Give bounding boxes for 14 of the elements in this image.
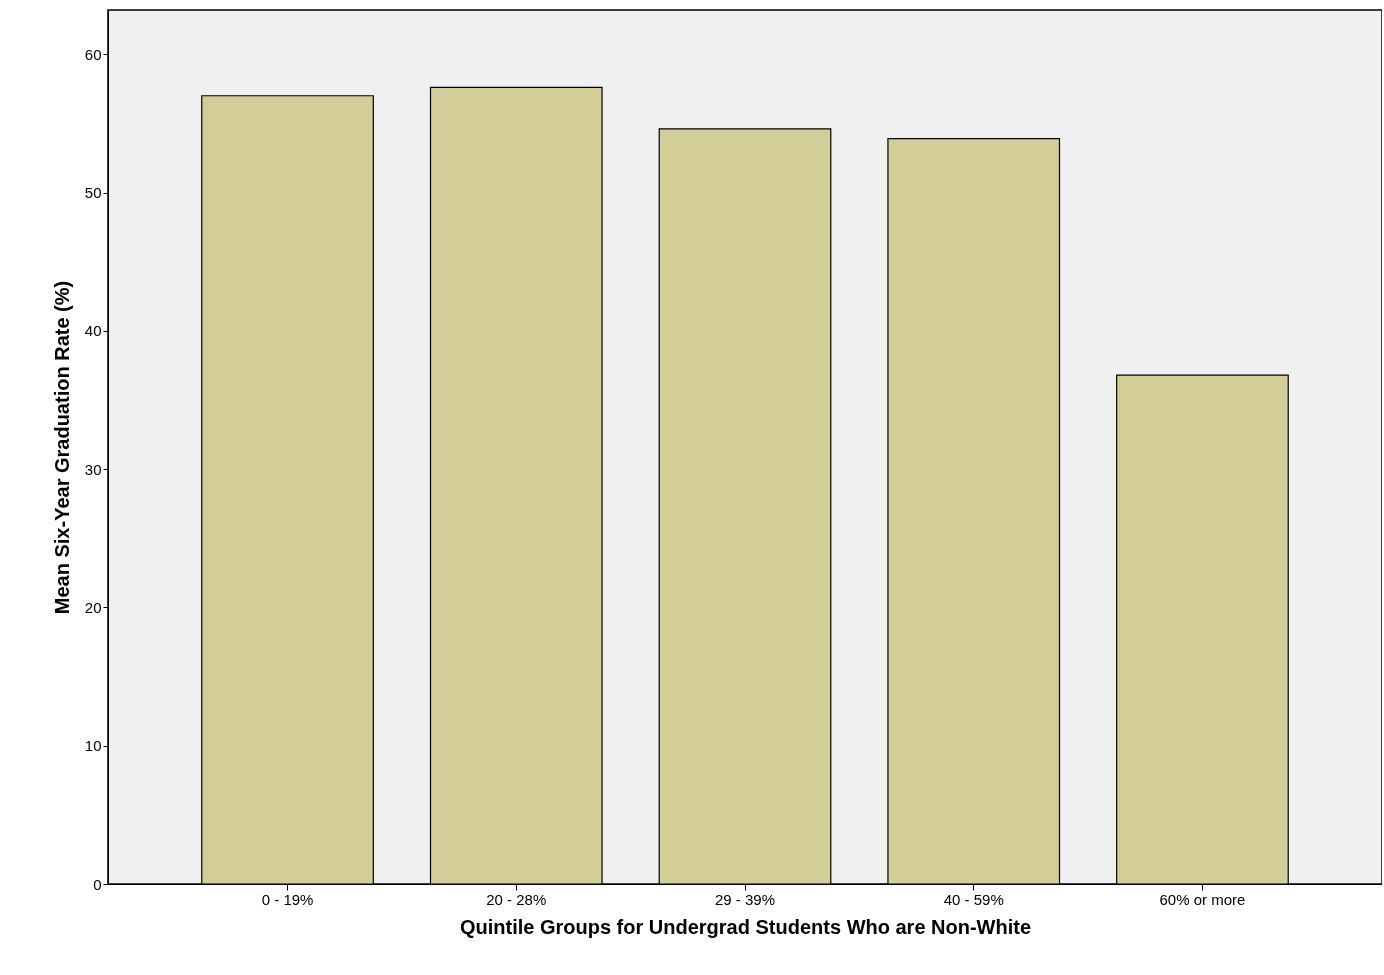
x-tick-label: 40 - 59% [943,890,1004,908]
x-tick-label: 60% or more [1159,890,1246,908]
y-tick-label: 40 [84,322,102,340]
y-tick-label: 20 [84,598,102,616]
y-tick-label: 60 [84,45,102,63]
x-tick-label: 20 - 28% [486,890,547,908]
y-tick-label: 0 [93,875,102,893]
x-tick-label: 0 - 19% [261,890,314,908]
y-tick-label: 10 [84,737,102,755]
x-tick-label: 29 - 39% [714,890,776,908]
y-tick-label: 50 [84,184,102,202]
y-axis-title: Mean Six-Year Graduation Rate (%) [50,280,73,615]
x-axis-title: Quintile Groups for Undergrad Students Who are Non-White [459,915,1032,938]
y-tick-label: 30 [84,460,102,478]
